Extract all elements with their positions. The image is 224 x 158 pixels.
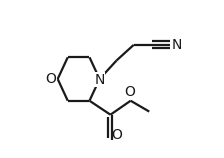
Text: O: O	[124, 85, 135, 99]
Text: N: N	[172, 38, 182, 52]
Text: N: N	[94, 73, 105, 87]
Text: O: O	[111, 128, 122, 142]
Text: O: O	[46, 72, 57, 86]
